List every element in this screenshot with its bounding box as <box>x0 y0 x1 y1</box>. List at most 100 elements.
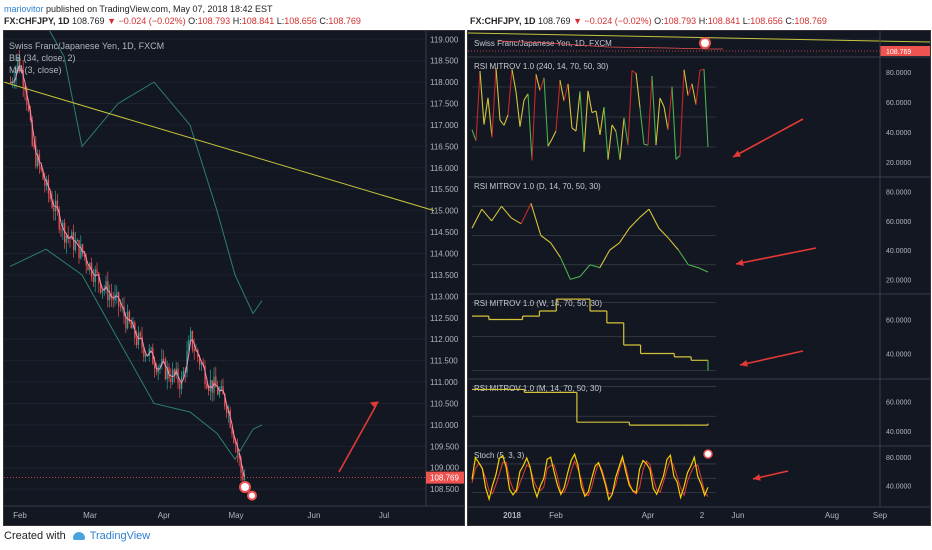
candle-body <box>69 237 71 240</box>
candle-body <box>190 330 192 340</box>
rsi-segment <box>583 90 589 152</box>
rsi-segment <box>675 155 681 160</box>
price-tick-label: 111.500 <box>430 357 458 366</box>
left-chart-svg: 119.000 118.500 118.000 117.500 117.000 116.5… <box>4 31 464 520</box>
rsi-segment <box>471 129 477 142</box>
rsi-segment <box>688 264 699 269</box>
candle-body <box>161 358 163 366</box>
rsi-segment <box>531 74 537 161</box>
candle-body <box>208 388 210 391</box>
rsi-segment <box>599 106 605 135</box>
candle-body <box>226 406 228 413</box>
candle-body <box>31 119 33 146</box>
rsi-segment <box>523 93 529 101</box>
c-label-right: C: <box>785 16 795 26</box>
created-with-text: Created with <box>4 530 66 542</box>
candle-body <box>218 390 221 395</box>
candle-body <box>80 244 82 259</box>
last-price-tag <box>426 471 464 484</box>
right-indicator-chart[interactable]: Swiss Franc/Japanese Yen, 1D, FXCM 108.76… <box>467 30 931 526</box>
right-header: FX:CHFJPY, 1D 108.769 ▼ −0.024 (−0.02%) … <box>466 0 932 30</box>
indicator-tick-label: 80.0000 <box>886 190 911 197</box>
candle-body <box>53 207 55 212</box>
rsi-segment <box>559 257 571 280</box>
tradingview-brand[interactable]: TradingView <box>89 530 151 542</box>
rsi-segment <box>579 264 591 277</box>
candle-body <box>204 365 206 385</box>
time-tick-label: 2 <box>700 511 705 520</box>
candle-body <box>136 338 138 345</box>
rsi-segment <box>611 124 617 132</box>
candle-body <box>143 347 145 357</box>
l-label: L: <box>276 16 285 26</box>
rsi-segment <box>507 69 513 115</box>
rsi-segment <box>607 124 613 160</box>
price-strip-line <box>497 40 723 50</box>
indicator-tick-label: 40.0000 <box>886 429 911 436</box>
rsi-segment <box>515 91 521 127</box>
rsi-segment <box>603 106 609 160</box>
candle-body <box>83 253 86 257</box>
rsi-segment <box>589 264 600 269</box>
left-legend: Swiss Franc/Japanese Yen, 1D, FXCM BB (3… <box>9 40 164 76</box>
author-link[interactable]: mariovitor <box>4 4 44 14</box>
candle-body <box>15 67 17 81</box>
down-triangle-icon: ▼ <box>573 16 583 26</box>
rsi-segment <box>667 86 673 130</box>
candle-body <box>170 378 172 382</box>
candle-body <box>85 256 87 266</box>
rsi-segment <box>695 70 701 105</box>
time-tick-label: Jul <box>379 511 389 520</box>
rsi-segment <box>663 106 669 130</box>
rsi-segment <box>623 117 629 146</box>
candle-body <box>213 376 215 393</box>
rsi-segment <box>520 203 532 225</box>
price-tick-label: 109.500 <box>430 442 459 451</box>
rsi-segment <box>481 208 493 222</box>
candle-body <box>19 57 21 72</box>
rsi-segment <box>643 143 649 146</box>
rsi-segment <box>687 83 693 96</box>
candle-body <box>82 244 84 254</box>
rsi-segment <box>658 227 670 239</box>
h-value: 108.841 <box>241 16 275 26</box>
rsi-segment <box>499 119 505 126</box>
candle-body <box>28 104 30 111</box>
candle-body <box>58 209 60 230</box>
candle-body <box>173 369 176 376</box>
indicator-tick-label: 60.0000 <box>886 219 911 226</box>
arrow-shaft <box>739 350 804 366</box>
arrow-shaft <box>735 247 817 265</box>
last-price-tag <box>880 46 930 56</box>
rsi-segment <box>491 68 497 138</box>
candle-body <box>44 179 46 186</box>
time-tick-label: Sep <box>873 511 888 520</box>
rsi-segment <box>619 117 625 160</box>
candle-body <box>64 222 66 243</box>
l-label-right: L: <box>742 16 751 26</box>
rsi-segment <box>501 205 512 219</box>
candle-body <box>206 384 208 389</box>
rsi-segment <box>539 77 545 91</box>
price-tick-label: 116.000 <box>430 164 459 173</box>
rsi-segment <box>647 75 653 146</box>
candle-body <box>166 367 168 380</box>
ohlc-line-right: FX:CHFJPY, 1D 108.769 ▼ −0.024 (−0.02%) … <box>470 16 827 26</box>
candle-body <box>200 363 203 365</box>
rsi-segment <box>530 203 542 236</box>
legend-ma: MA (3, close) <box>9 65 62 75</box>
price-tick-label: 117.000 <box>430 121 459 130</box>
time-tick-label: Aug <box>825 511 839 520</box>
o-label-right: O: <box>654 16 664 26</box>
last-price: 108.769 <box>72 16 105 26</box>
indicator-tick-label: 40.0000 <box>886 248 911 255</box>
candle-body <box>128 311 131 322</box>
left-price-chart[interactable]: 119.000 118.500 118.000 117.500 117.000 116.5… <box>3 30 465 526</box>
candle-body <box>78 239 80 259</box>
rsi-segment <box>555 80 561 131</box>
candle-body <box>76 239 78 242</box>
rsi-segment <box>635 73 641 108</box>
time-tick-label: Feb <box>549 511 563 520</box>
rsi-segment <box>609 242 620 251</box>
l-value-right: 108.656 <box>750 16 783 26</box>
